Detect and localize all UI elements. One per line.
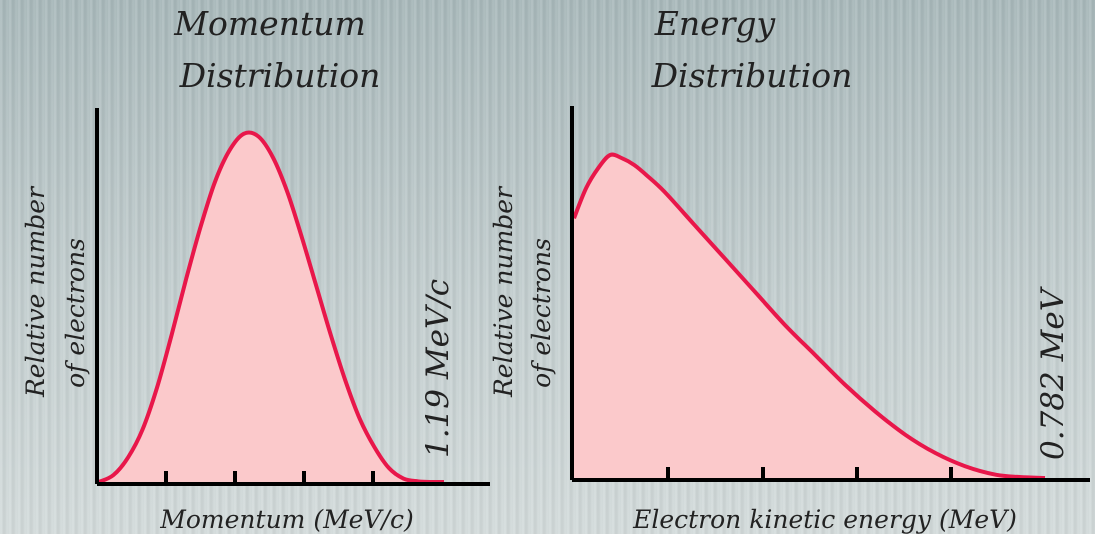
energy-curve bbox=[572, 152, 1046, 480]
energy-y-label-line-2: of electrons bbox=[527, 238, 556, 388]
momentum-curve bbox=[98, 130, 445, 485]
energy-x-axis-label: Electron kinetic energy (MeV) bbox=[632, 505, 1017, 534]
momentum-x-ticks bbox=[164, 471, 375, 484]
momentum-y-label-line-2: of electrons bbox=[61, 238, 90, 388]
momentum-endpoint-label: 1.19 MeV/c bbox=[420, 279, 456, 458]
energy-endpoint-label: 0.782 MeV bbox=[1035, 285, 1071, 460]
energy-title-line-2: Distribution bbox=[651, 56, 853, 95]
momentum-x-axis-label: Momentum (MeV/c) bbox=[159, 505, 413, 534]
energy-x-ticks bbox=[666, 467, 953, 480]
momentum-distribution-chart: Momentum Distribution Relative number of… bbox=[21, 4, 490, 534]
energy-distribution-chart: Energy Distribution Relative number of e… bbox=[489, 4, 1090, 534]
energy-title-line-1: Energy bbox=[654, 4, 776, 43]
energy-area-fill bbox=[574, 154, 1045, 478]
momentum-title-line-2: Distribution bbox=[179, 56, 381, 95]
energy-y-label-line-1: Relative number bbox=[489, 185, 518, 398]
momentum-title-line-1: Momentum bbox=[173, 4, 366, 43]
momentum-y-label-line-1: Relative number bbox=[21, 185, 50, 398]
momentum-area-fill bbox=[99, 132, 444, 483]
